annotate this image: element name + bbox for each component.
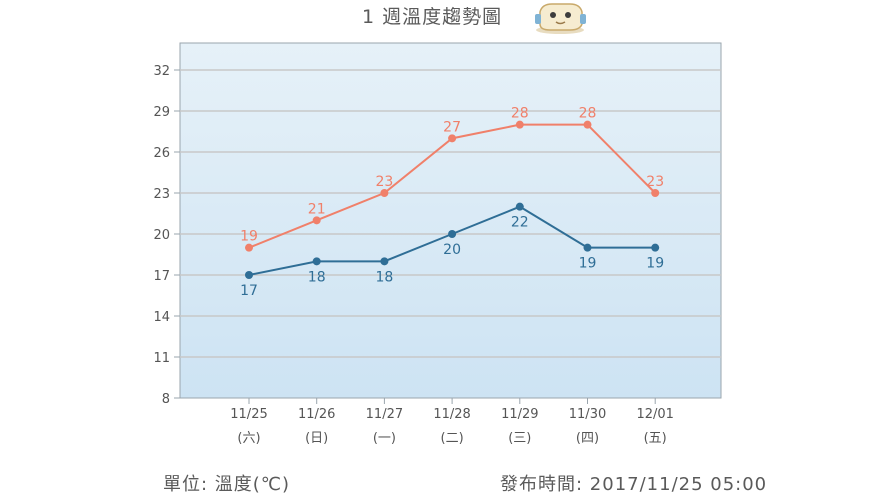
low-data-point [515, 202, 524, 211]
x-tick-label: 11/29 [501, 407, 538, 422]
mascot-icon [535, 3, 586, 34]
high-data-point [651, 189, 660, 197]
low-data-point [651, 243, 660, 252]
low-data-label: 18 [375, 269, 393, 285]
high-data-point [312, 216, 321, 225]
published-time: 發布時間: 2017/11/25 05:00 [500, 474, 768, 495]
x-tick-weekday: (五) [644, 431, 667, 446]
low-data-point [448, 230, 457, 238]
y-tick-label: 29 [153, 105, 170, 120]
y-axis-ticks: 8 11 14 17 20 23 26 29 32 [153, 64, 180, 407]
high-data-label: 27 [443, 119, 461, 135]
x-tick-weekday: (二) [441, 431, 464, 446]
high-data-point [245, 243, 253, 252]
x-tick-label: 11/30 [569, 407, 606, 422]
y-tick-label: 17 [153, 269, 170, 284]
y-tick-label: 8 [162, 392, 170, 407]
low-data-label: 20 [443, 242, 461, 258]
x-tick-label: 11/27 [366, 407, 403, 422]
high-data-label: 28 [579, 106, 597, 122]
grid-lines [180, 69, 721, 358]
low-data-point [583, 243, 592, 252]
high-data-point [583, 120, 592, 129]
low-data-label: 19 [646, 256, 664, 272]
high-data-point [380, 189, 389, 197]
series-lines: 19 21 23 27 28 28 23 17 18 18 20 22 19 19 [240, 106, 664, 299]
x-tick-weekday: (日) [305, 431, 328, 446]
x-tick-label: 11/28 [433, 407, 470, 422]
unit-label: 單位: 溫度(℃) [163, 474, 291, 495]
x-tick-weekday: (一) [373, 431, 396, 446]
x-tick-weekday: (四) [576, 431, 599, 446]
x-tick-label: 11/25 [230, 407, 267, 422]
x-tick-label: 12/01 [636, 407, 673, 422]
high-data-label: 19 [240, 229, 258, 245]
y-tick-label: 23 [153, 187, 170, 202]
x-tick-weekday: (六) [237, 431, 260, 446]
x-axis-ticks: 11/25 (六) 11/26 (日) 11/27 (一) 11/28 (二) 11/29 (三)… [230, 398, 674, 446]
low-data-label: 17 [240, 283, 258, 299]
high-data-label: 23 [375, 174, 393, 190]
low-data-point [245, 271, 253, 279]
temperature-chart: 8 11 14 17 20 23 26 29 32 11/25 (六) 11/26 (日) 11/27 (… [153, 42, 722, 446]
high-data-point [515, 120, 524, 129]
low-data-label: 22 [511, 215, 529, 231]
y-tick-label: 32 [153, 64, 170, 79]
high-data-point [448, 134, 457, 143]
low-data-label: 18 [308, 269, 326, 285]
x-tick-label: 11/26 [298, 407, 335, 422]
y-tick-label: 20 [153, 228, 170, 243]
x-tick-weekday: (三) [508, 431, 531, 446]
y-tick-label: 26 [153, 146, 170, 161]
high-data-label: 21 [308, 201, 326, 217]
low-data-label: 19 [579, 256, 597, 272]
high-data-label: 28 [511, 106, 529, 122]
low-data-point [380, 257, 389, 266]
y-tick-label: 11 [153, 351, 170, 366]
high-data-label: 23 [646, 174, 664, 190]
y-tick-label: 14 [153, 310, 170, 325]
plot-area [179, 42, 722, 399]
chart-title: 1 週溫度趨勢圖 [362, 6, 503, 28]
low-data-point [312, 257, 321, 266]
